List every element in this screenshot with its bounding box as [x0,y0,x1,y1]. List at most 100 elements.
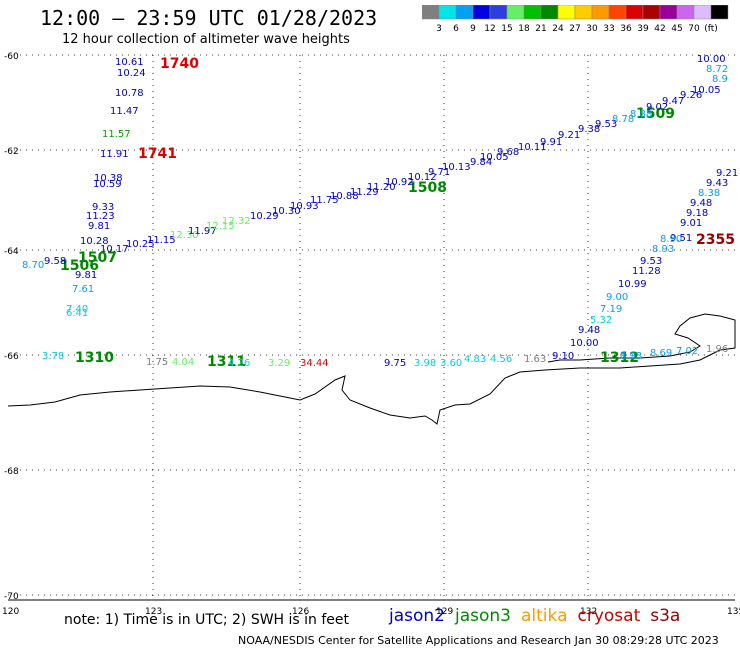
longitude-label: 123 [145,607,162,617]
latitude-label: -66 [4,352,19,362]
wave-height-label: 10.05 [692,85,721,96]
longitude-label: 126 [292,607,309,617]
wave-height-label: 9.21 [716,168,738,179]
colorbar-label: 18 [518,24,530,34]
wave-height-label: 11.57 [102,129,131,140]
wave-height-label: 11.47 [110,106,139,117]
latitude-label: -64 [4,247,19,257]
wave-height-label: 9.91 [540,137,562,148]
wave-height-label: 9.18 [686,208,708,219]
legend-entry: jason3 [455,606,511,626]
wave-height-label: 10.38 [94,173,123,184]
legend-entry: s3a [650,606,681,626]
wave-height-label: 6.41 [66,308,88,319]
wave-height-label: 10.24 [117,68,146,79]
wave-height-label: 7.61 [72,284,94,295]
wave-height-label: 9.10 [552,351,574,362]
wave-height-label: 7.19 [600,304,622,315]
colorbar-label: 3 [436,24,442,34]
wave-height-label: 8.88 [630,109,652,120]
colorbar-label: 42 [654,24,665,34]
pass-time-label: 1507 [78,250,117,266]
wave-height-label: 10.99 [618,279,647,290]
colorbar-label: 39 [637,24,649,34]
wave-height-label: 10.61 [115,57,144,68]
footer-credit: NOAA/NESDIS Center for Satellite Applica… [238,634,719,647]
pass-time-label: 1509 [636,106,675,122]
legend-entry: cryosat [577,606,641,626]
wave-height-label: 5.32 [590,315,612,326]
wave-height-label: 8.70 [22,260,44,271]
colorbar-label: 21 [535,24,546,34]
axis-labels: -60 -62 -64 -66 -68 -70 120 123 126 129 132 135 [2,52,740,617]
wave-height-label: 12.32 [222,216,251,227]
wave-height-label: 9.01 [680,218,702,229]
pass-time-label: 1740 [160,56,199,72]
wave-height-label: 4.26 [228,358,250,369]
wave-height-label: 1.96 [706,344,728,355]
latitude-label: -70 [4,592,19,602]
wave-height-label: 8.90 [660,234,682,245]
colorbar-label: 30 [586,24,598,34]
wave-height-label: 3.60 [440,358,462,369]
colorbar-label: 12 [484,24,495,34]
wave-height-label: 9.00 [606,292,628,303]
wave-height-label: 8.93 [620,351,642,362]
note-text: note: 1) Time is in UTC; 2) SWH is in fe… [64,612,350,628]
wave-height-label: 10.93 [290,201,319,212]
colorbar-label: 27 [569,24,580,34]
wave-height-label: 12.15 [206,221,235,232]
wave-height-label: 11.28 [632,266,661,277]
wave-height-label: 8.9 [712,74,728,85]
wave-height-label: 9.26 [680,90,702,101]
colorbar-label: 70 [688,24,700,34]
colorbar-label: 9 [470,24,476,34]
wave-height-label: 9.81 [88,221,110,232]
pass-time-label: 2355 [696,232,735,248]
pass-time-label: 1508 [408,180,447,196]
colorbar-swatch [710,5,729,20]
colorbar-label: 33 [603,24,614,34]
wave-height-label: 9.51 [670,233,692,244]
map-subtitle: 12 hour collection of altimeter wave hei… [62,32,350,47]
wave-height-label: 10.00 [570,338,599,349]
wave-height-label: 9.58 [44,256,66,267]
wave-height-label: 7.40 [66,304,88,315]
latitude-label: -68 [4,467,19,477]
wave-height-label: 11.29 [350,187,379,198]
wave-height-label: 10.13 [442,162,471,173]
color-scale-bar: 3 6 9 12 15 18 21 24 27 30 33 36 39 42 45 70 (ft) [422,5,729,34]
colorbar-label: 45 [671,24,682,34]
wave-height-label: 12.30 [170,230,199,241]
wave-height-label: 9.53 [595,119,617,130]
wave-height-label: 9.71 [428,167,450,178]
wave-height-label: 9.02 [646,102,668,113]
wave-height-label: 3.29 [268,358,290,369]
wave-height-label: 10.78 [115,88,144,99]
wave-height-label: 9.48 [578,325,600,336]
wave-height-label: 10.28 [80,236,109,247]
pass-time-label: 1311 [207,354,246,370]
longitude-label: 132 [580,607,597,617]
wave-height-label: 9.81 [75,270,97,281]
wave-height-label: 10.11 [518,142,547,153]
wave-height-label: 9.75 [384,358,406,369]
wave-height-label: 9.53 [640,256,662,267]
wave-height-label: 10.29 [250,211,279,222]
wave-height-label: 11.20 [367,182,396,193]
colorbar-label: 6 [453,24,459,34]
wave-height-label: 8.78 [612,114,634,125]
longitude-label: 129 [436,607,453,617]
wave-height-label: 1.63 [524,354,546,365]
pass-time-label: 1312 [600,350,639,366]
wave-height-label: 9.48 [690,198,712,209]
graticule [8,54,735,601]
wave-height-label: 8.38 [698,188,720,199]
wave-height-label: 7.02 [676,346,698,357]
colorbar-label: 24 [552,24,564,34]
latitude-label: -62 [4,147,19,157]
map-title: 12:00 – 23:59 UTC 01/28/2023 [40,6,378,30]
pass-time-label: 1506 [60,258,99,274]
